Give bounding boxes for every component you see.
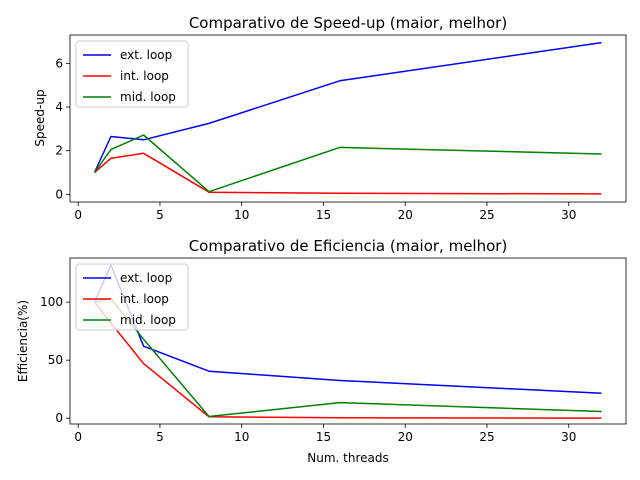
x-tick-label: 30 [561, 208, 576, 222]
x-tick-label: 30 [561, 430, 576, 444]
y-axis-label: Speed-up [33, 89, 47, 146]
x-tick-label: 10 [234, 430, 249, 444]
y-tick-label: 0 [55, 411, 63, 425]
x-tick-label: 15 [316, 430, 331, 444]
legend-label: int. loop [120, 69, 169, 83]
plot-area: 0 5 10 15 20 25 30 0 2 4 6 ext. loop int. loop mid. l… [55, 34, 627, 222]
legend: ext. loop int. loop mid. loop [75, 263, 189, 331]
y-tick-label: 0 [55, 187, 63, 201]
legend-label: ext. loop [120, 48, 172, 62]
legend-label: int. loop [120, 292, 169, 306]
y-tick-label: 100 [40, 295, 63, 309]
series-line [93, 134, 602, 193]
legend-label: ext. loop [120, 271, 172, 285]
y-tick-label: 4 [55, 100, 63, 114]
axes-frame [69, 257, 627, 425]
x-tick-label: 20 [398, 208, 413, 222]
x-tick-label: 10 [234, 208, 249, 222]
x-tick-label: 25 [479, 208, 494, 222]
chart-title: Comparativo de Eficiencia (maior, melhor… [189, 237, 508, 255]
legend-label: mid. loop [120, 90, 176, 104]
x-tick-label: 25 [479, 430, 494, 444]
y-tick-label: 6 [55, 56, 63, 70]
legend-box [75, 40, 189, 108]
plot-area: 0 5 10 15 20 25 30 0 50 100 ext. loop int. loop mid.… [40, 257, 627, 444]
x-tick-label: 20 [398, 430, 413, 444]
legend-label: mid. loop [120, 313, 176, 327]
y-tick-label: 50 [48, 353, 63, 367]
x-tick-label: 15 [316, 208, 331, 222]
y-tick-label: 2 [55, 144, 63, 158]
x-axis-label: Num. threads [307, 451, 389, 465]
speedup-chart: Comparativo de Speed-up (maior, melhor) … [33, 14, 627, 222]
legend-box [75, 263, 189, 331]
x-tick-label: 5 [156, 430, 164, 444]
x-tick-label: 0 [74, 430, 82, 444]
x-tick-label: 5 [156, 208, 164, 222]
series-line [93, 41, 602, 173]
legend: ext. loop int. loop mid. loop [75, 40, 189, 108]
efficiency-chart: Comparativo de Eficiencia (maior, melhor… [16, 237, 627, 465]
chart-title: Comparativo de Speed-up (maior, melhor) [189, 14, 507, 32]
x-tick-label: 0 [74, 208, 82, 222]
series-line [94, 152, 602, 195]
y-axis-label: Efficiencia(%) [16, 300, 30, 382]
axes-frame [69, 34, 627, 203]
